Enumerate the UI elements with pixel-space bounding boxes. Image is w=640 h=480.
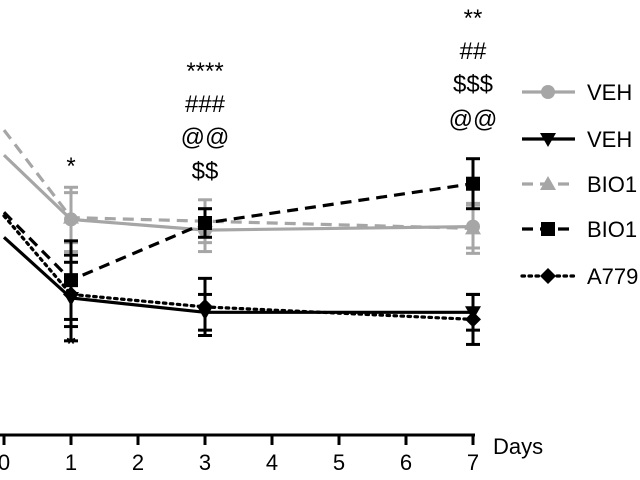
legend-label: BIO1	[587, 217, 637, 242]
legend-marker	[540, 176, 556, 190]
series-line	[2, 182, 474, 282]
annotation-label: **	[464, 5, 483, 32]
data-point	[63, 286, 79, 303]
data-point	[465, 220, 481, 235]
annotation-label: @@	[449, 106, 498, 133]
x-tick-label: 1	[65, 450, 77, 475]
legend-item: BIO1	[522, 217, 637, 242]
legend-marker	[540, 133, 556, 147]
annotation-label: *	[66, 153, 75, 180]
significance-annotations: ******###@@$$**##$$$@@	[66, 5, 497, 358]
data-point	[198, 216, 212, 230]
series-line	[2, 214, 475, 321]
legend-item: VEH	[522, 127, 632, 152]
x-axis-title: Days	[493, 434, 543, 459]
data-point	[63, 209, 79, 224]
legend-label: BIO1	[587, 172, 637, 197]
legend-item: BIO1	[522, 172, 637, 197]
legend-marker	[540, 268, 556, 284]
legend: VEH VEH BIO1 BIO1 A779	[520, 80, 638, 289]
annotation-label: $$	[192, 158, 219, 185]
plot-area	[2, 129, 481, 346]
series-line	[2, 153, 474, 232]
annotation-label: ###	[185, 91, 226, 118]
legend-item: A779	[520, 264, 638, 289]
x-tick-label: 3	[199, 450, 211, 475]
data-point	[197, 298, 213, 315]
legend-label: VEH	[587, 80, 632, 105]
x-tick-label: 7	[467, 450, 479, 475]
data-point	[466, 176, 480, 191]
data-point	[465, 311, 481, 328]
series-4	[2, 157, 480, 321]
annotation-label: $$$	[453, 71, 493, 98]
series-3	[2, 129, 481, 255]
legend-marker	[541, 222, 555, 236]
x-tick-label: 2	[132, 450, 144, 475]
series-line	[2, 129, 474, 230]
x-axis: 0 1 2 3 4 5 6 7 Days	[0, 433, 543, 475]
legend-label: A779	[587, 264, 638, 289]
legend-item: VEH	[522, 80, 632, 105]
legend-label: VEH	[587, 127, 632, 152]
annotation-label: @@	[181, 124, 230, 151]
x-tick-label: 5	[333, 450, 345, 475]
x-tick-label: 0	[0, 450, 10, 475]
x-tick-label: 6	[400, 450, 412, 475]
annotation-label: *	[66, 331, 75, 358]
annotation-label: ****	[186, 58, 223, 85]
legend-marker	[541, 85, 555, 99]
x-tick-label: 4	[266, 450, 278, 475]
annotation-label: ##	[460, 38, 487, 65]
series-5	[2, 214, 481, 346]
